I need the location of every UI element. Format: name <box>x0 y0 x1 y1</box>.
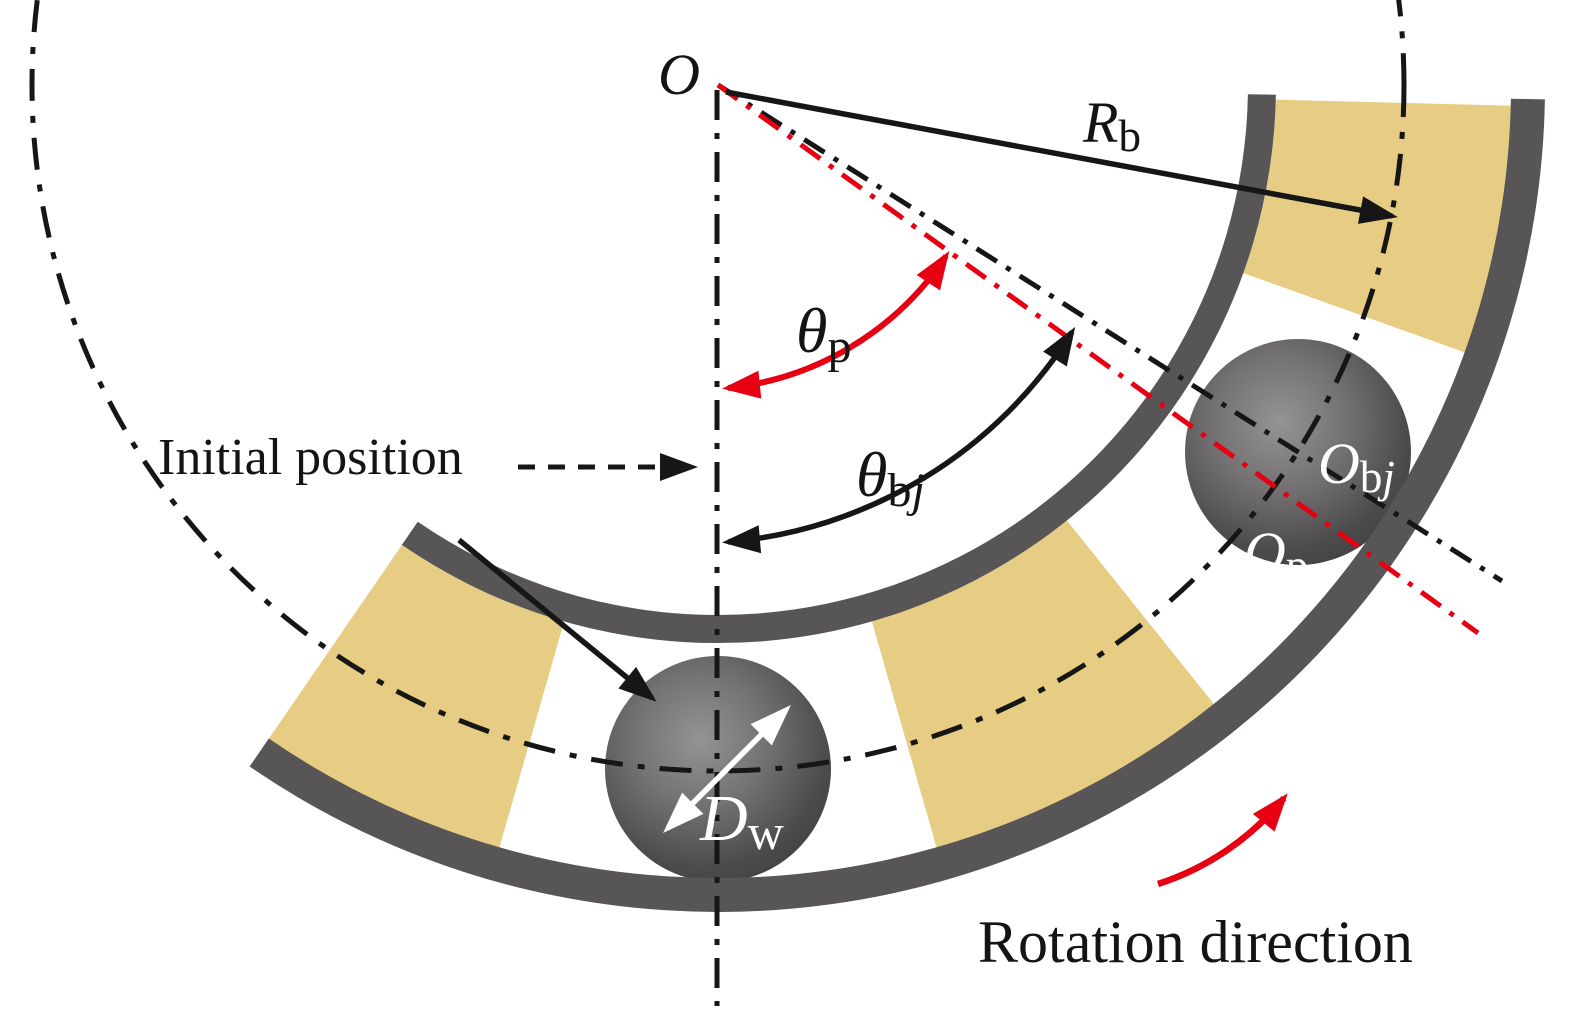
ball-angle-arc-black <box>722 326 1076 554</box>
pitch-circle-dashdot <box>29 0 1407 774</box>
initial-ball-leader-arrow <box>457 537 657 702</box>
ball-diameter-arrow <box>663 705 791 833</box>
pocket-center-label: Op <box>1244 520 1308 591</box>
outer-ring-arc <box>249 98 1545 912</box>
ball-diameter-label: Dw <box>699 782 784 860</box>
origin-label: O <box>658 42 700 107</box>
cage-segment-left <box>267 544 565 850</box>
pitch-radius-arrow <box>725 89 1398 224</box>
ball-angle-label: θbj <box>856 439 925 517</box>
cage-segment-top-right <box>1243 99 1513 353</box>
pocket-position-line-dashdot-red <box>716 82 1480 636</box>
rotation-direction-arrow <box>1156 793 1288 888</box>
ball-position-line-dashdot <box>716 82 1504 584</box>
cage-segment-middle <box>871 520 1215 850</box>
labels: O Rb θp θbj Obj Op Dw Initial position R… <box>158 42 1413 975</box>
ball-center-label: Obj <box>1318 431 1395 502</box>
construction-lines <box>29 0 1504 1006</box>
pitch-radius-label: Rb <box>1082 90 1141 161</box>
pocket-angle-label: θp <box>796 295 851 373</box>
rotation-direction-label: Rotation direction <box>978 909 1413 975</box>
initial-position-label: Initial position <box>158 429 463 486</box>
cage-segments <box>267 99 1513 850</box>
